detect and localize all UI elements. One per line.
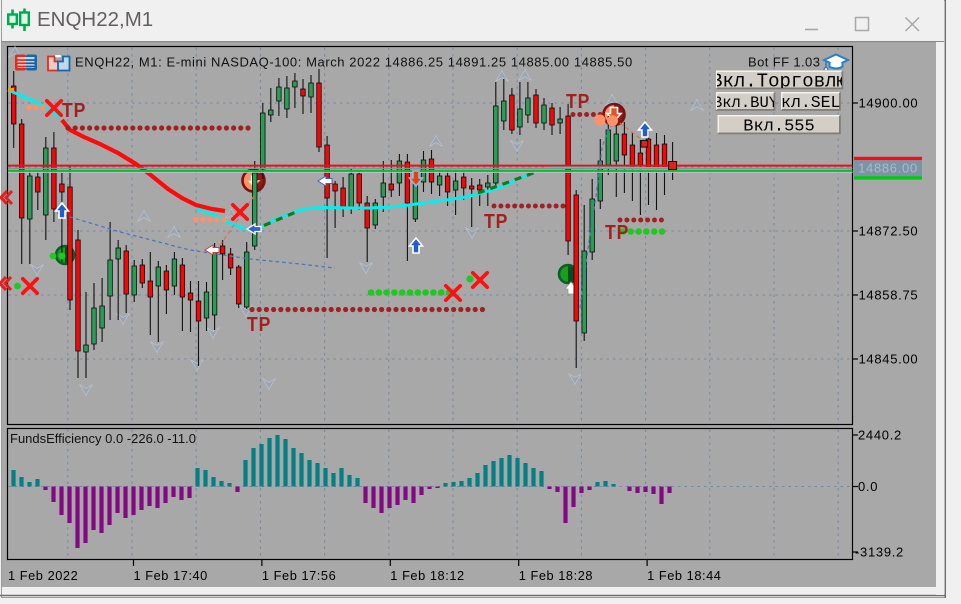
svg-text:14858.75: 14858.75 — [859, 288, 919, 303]
svg-text:TP: TP — [605, 221, 629, 243]
svg-text:1 Feb 17:56: 1 Feb 17:56 — [262, 568, 336, 583]
svg-text:ENQH22, M1: E-mini NASDAQ-100: ENQH22, M1: E-mini NASDAQ-100: March 202… — [75, 55, 633, 70]
svg-text:14845.00: 14845.00 — [859, 352, 919, 367]
svg-text:1 Feb 18:12: 1 Feb 18:12 — [390, 568, 464, 583]
svg-text:1 Feb 18:44: 1 Feb 18:44 — [647, 568, 721, 583]
svg-text:1 Feb 17:40: 1 Feb 17:40 — [134, 568, 208, 583]
svg-text:Вкл.555: Вкл.555 — [743, 118, 814, 137]
svg-text:TP: TP — [62, 99, 86, 121]
svg-text:ENQH22,M1: ENQH22,M1 — [37, 8, 153, 31]
svg-text:0.0: 0.0 — [858, 479, 878, 494]
svg-text:1 Feb 18:28: 1 Feb 18:28 — [519, 568, 593, 583]
svg-text:Bot FF 1.03: Bot FF 1.03 — [748, 55, 820, 70]
svg-text:1 Feb 2022: 1 Feb 2022 — [8, 568, 78, 583]
svg-text:TP: TP — [484, 210, 508, 232]
svg-text:14872.50: 14872.50 — [859, 224, 919, 239]
svg-text:Вкл.SELL: Вкл.SELL — [771, 93, 850, 112]
svg-text:-3139.2: -3139.2 — [855, 545, 904, 560]
svg-text:TP: TP — [566, 90, 590, 112]
svg-text:2440.2: 2440.2 — [858, 428, 902, 443]
svg-text:FundsEfficiency 0.0 -226.0 -11: FundsEfficiency 0.0 -226.0 -11.0 — [10, 431, 196, 446]
svg-text:Вкл.BUY: Вкл.BUY — [713, 94, 779, 112]
svg-text:TP: TP — [247, 313, 271, 335]
svg-text:14900.00: 14900.00 — [859, 96, 919, 111]
svg-text:Вкл.Торговлю: Вкл.Торговлю — [711, 71, 848, 93]
svg-text:14886.00: 14886.00 — [858, 160, 918, 175]
